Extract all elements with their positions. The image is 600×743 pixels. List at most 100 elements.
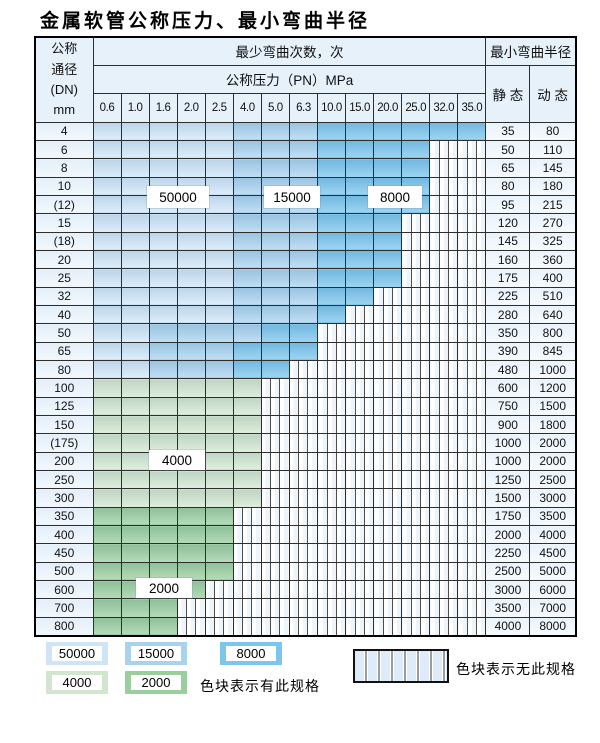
spec-cell-none	[288, 378, 319, 398]
spec-cell-none	[232, 525, 262, 545]
dn-label: 450	[34, 543, 94, 563]
spec-cell-none	[401, 341, 431, 361]
spec-cell-none	[260, 598, 290, 618]
spec-cell-none	[457, 451, 487, 472]
static-radius-value: 1500	[485, 488, 531, 508]
region-label-50000: 50000	[147, 186, 209, 208]
spec-cell-15000	[232, 194, 262, 215]
spec-cell-8000	[373, 139, 403, 160]
spec-cell-none	[457, 304, 487, 325]
spec-cell-8000	[316, 304, 347, 325]
spec-cell-4000	[232, 433, 262, 453]
spec-cell-50000	[120, 121, 150, 141]
spec-cell-8000	[316, 249, 347, 270]
dn-header-line: mm	[53, 101, 76, 117]
dn-label: 800	[34, 616, 94, 637]
table-row: 40 280 640	[34, 304, 577, 325]
spec-cell-none	[401, 561, 431, 582]
spec-cell-none	[401, 249, 431, 270]
table-row: 6 50 110	[34, 139, 577, 160]
spec-cell-15000	[148, 323, 178, 343]
legend-label-8000: 8000	[226, 646, 276, 661]
spec-cell-none	[288, 543, 319, 563]
spec-cell-4000	[232, 488, 262, 508]
static-radius-value: 1250	[485, 470, 531, 490]
spec-cell-none	[176, 598, 206, 618]
spec-cell-none	[316, 561, 347, 582]
spec-cell-4000	[120, 451, 150, 472]
spec-cell-none	[345, 451, 375, 472]
dn-label: 350	[34, 506, 94, 527]
spec-cell-15000	[232, 304, 262, 325]
spec-cell-8000	[260, 359, 290, 380]
dynamic-radius-value: 2500	[529, 470, 577, 490]
static-column-header: 静 态	[485, 64, 531, 123]
spec-cell-none	[429, 506, 459, 527]
spec-cell-none	[401, 506, 431, 527]
spec-cell-50000	[148, 231, 178, 251]
spec-cell-50000	[148, 249, 178, 270]
spec-cell-2000	[204, 561, 234, 582]
static-radius-value: 2000	[485, 525, 531, 545]
spec-cell-50000	[92, 158, 122, 178]
dn-label: 4	[34, 121, 94, 141]
static-radius-value: 4000	[485, 616, 531, 637]
spec-cell-8000	[345, 249, 375, 270]
spec-cell-15000	[204, 341, 234, 361]
spec-cell-none	[401, 598, 431, 618]
table-row: 125 750 1500	[34, 396, 577, 417]
spec-cell-none	[316, 341, 347, 361]
legend-label-50000: 50000	[52, 646, 102, 661]
spec-cell-none	[345, 396, 375, 417]
spec-cell-none	[345, 378, 375, 398]
spec-cell-50000	[120, 213, 150, 233]
table-row: 15 120 270	[34, 213, 577, 233]
spec-cell-50000	[204, 176, 234, 196]
static-radius-value: 1000	[485, 433, 531, 453]
spec-cell-none	[429, 286, 459, 306]
spec-cell-4000	[120, 396, 150, 417]
radius-header: 最小弯曲半径	[485, 36, 577, 66]
table-row: 600 3000 6000	[34, 580, 577, 600]
spec-cell-none	[429, 525, 459, 545]
spec-cell-2000	[120, 598, 150, 618]
spec-cell-none	[345, 359, 375, 380]
spec-cell-none	[288, 525, 319, 545]
dn-label: 50	[34, 323, 94, 343]
region-label-8000: 8000	[368, 186, 422, 208]
spec-cell-50000	[204, 158, 234, 178]
spec-cell-4000	[232, 396, 262, 417]
spec-cell-none	[345, 414, 375, 435]
dn-label: 10	[34, 176, 94, 196]
dn-label: 32	[34, 286, 94, 306]
spec-cell-15000	[232, 231, 262, 251]
pressure-col-header: 2.5	[204, 92, 234, 123]
spec-cell-none	[373, 470, 403, 490]
spec-cell-none	[316, 359, 347, 380]
spec-cell-none	[457, 470, 487, 490]
spec-cell-none	[429, 231, 459, 251]
static-radius-value: 390	[485, 341, 531, 361]
dn-label: 200	[34, 451, 94, 472]
table-row: 50 350 800	[34, 323, 577, 343]
spec-cell-8000	[316, 158, 347, 178]
spec-cell-none	[316, 506, 347, 527]
spec-cell-4000	[176, 433, 206, 453]
region-label-2000: 2000	[136, 578, 192, 598]
spec-cell-none	[401, 433, 431, 453]
table-row: 200 1000 2000	[34, 451, 577, 472]
spec-cell-none	[345, 341, 375, 361]
dn-label: (175)	[34, 433, 94, 453]
table-row: 300 1500 3000	[34, 488, 577, 508]
spec-cell-2000	[120, 543, 150, 563]
spec-cell-none	[288, 598, 319, 618]
spec-cell-4000	[92, 414, 122, 435]
spec-cell-2000	[148, 616, 178, 637]
spec-cell-15000	[260, 249, 290, 270]
spec-cell-50000	[92, 323, 122, 343]
dn-label: 65	[34, 341, 94, 361]
spec-cell-2000	[176, 543, 206, 563]
spec-cell-none	[260, 543, 290, 563]
static-radius-value: 3000	[485, 580, 531, 600]
static-radius-value: 350	[485, 323, 531, 343]
